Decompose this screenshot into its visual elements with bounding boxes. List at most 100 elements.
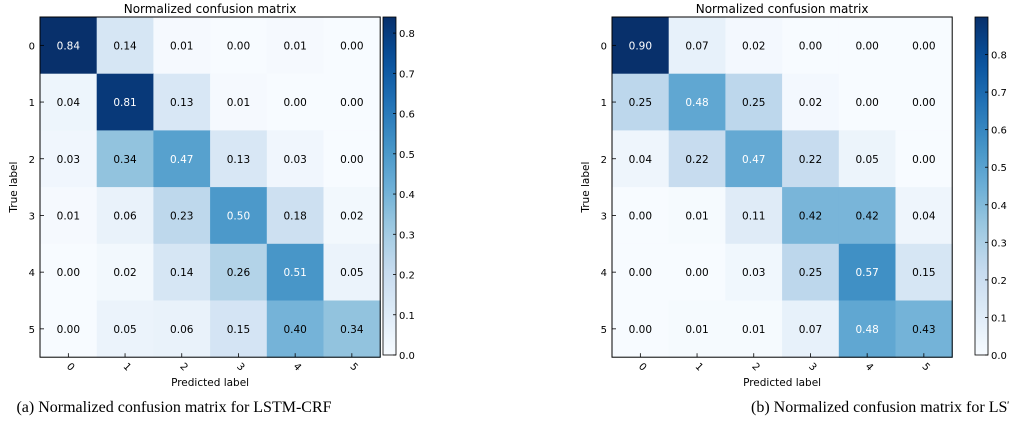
cell-value-label: 0.00 <box>629 324 652 336</box>
colorbar-tick-label: 0.6 <box>399 110 415 121</box>
heatmap-cell <box>96 130 154 188</box>
chart-title: Normalized confusion matrix <box>124 2 297 16</box>
heatmap-cell <box>668 243 726 302</box>
y-tick-label: 2 <box>29 155 35 166</box>
x-tick-label: 0 <box>64 361 76 373</box>
heatmap-cell <box>210 73 268 131</box>
cell-value-label: 0.02 <box>113 267 136 279</box>
heatmap-cell <box>96 73 154 131</box>
cell-value-label: 0.00 <box>912 40 935 52</box>
cell-value-label: 0.00 <box>57 324 80 336</box>
cell-value-label: 0.04 <box>912 210 936 222</box>
heatmap-cell <box>612 300 670 358</box>
y-tick-label: 0 <box>601 41 607 52</box>
heatmap-cell <box>40 17 98 75</box>
heatmap-cell <box>40 243 98 302</box>
cell-value-label: 0.01 <box>685 210 708 222</box>
cell-value-label: 0.04 <box>57 97 81 109</box>
heatmap-cell <box>153 73 211 131</box>
cell-value-label: 0.01 <box>742 324 765 336</box>
heatmap-cell <box>96 300 154 358</box>
cell-value-label: 0.00 <box>227 40 250 52</box>
heatmap-cell <box>323 300 381 358</box>
cell-value-label: 0.25 <box>629 97 652 109</box>
heatmap-cell <box>838 300 897 358</box>
colorbar-tick-label: 0.1 <box>399 311 415 322</box>
heatmap-cell <box>725 73 783 131</box>
heatmap-cell <box>782 243 840 302</box>
heatmap-cell <box>895 17 953 75</box>
heatmap-cell <box>668 187 726 245</box>
heatmap-cell <box>895 243 953 302</box>
heatmap-cell <box>266 300 325 358</box>
cell-value-label: 0.07 <box>685 40 708 52</box>
cell-value-label: 0.03 <box>283 154 306 166</box>
cell-value-label: 0.25 <box>799 267 822 279</box>
colorbar-tick-label: 0.4 <box>399 190 415 201</box>
cell-value-label: 0.18 <box>283 210 306 222</box>
heatmap-cell <box>153 130 211 188</box>
cell-value-label: 0.26 <box>227 267 251 279</box>
cell-value-label: 0.47 <box>170 154 193 166</box>
cell-value-label: 0.00 <box>912 97 935 109</box>
x-tick-label: 1 <box>121 361 133 373</box>
heatmap-cell <box>96 243 154 302</box>
heatmap-cell <box>323 187 381 245</box>
cell-value-label: 0.05 <box>113 324 136 336</box>
heatmap-cell <box>210 130 268 188</box>
y-tick-label: 2 <box>601 155 607 166</box>
cell-value-label: 0.01 <box>283 40 306 52</box>
cell-value-label: 0.00 <box>283 97 306 109</box>
colorbar-tick-label: 0.3 <box>399 230 415 241</box>
plot-frame <box>611 16 953 358</box>
cell-value-label: 0.22 <box>685 154 708 166</box>
cell-value-label: 0.84 <box>57 40 81 52</box>
x-axis-label: Predicted label <box>171 377 249 389</box>
heatmap-cell <box>612 243 670 302</box>
cell-value-label: 0.03 <box>742 267 765 279</box>
heatmap-cell <box>323 243 381 302</box>
heatmap-cell <box>40 130 98 188</box>
cell-value-label: 0.34 <box>340 324 364 336</box>
heatmap-cell <box>838 187 897 245</box>
heatmap-cell <box>40 300 98 358</box>
heatmap-cell <box>210 243 268 302</box>
cell-value-label: 0.25 <box>742 97 765 109</box>
cell-value-label: 0.22 <box>799 154 822 166</box>
x-tick-label: 0 <box>636 361 648 373</box>
cell-value-label: 0.06 <box>113 210 137 222</box>
cell-value-label: 0.40 <box>283 324 306 336</box>
cell-value-label: 0.13 <box>227 154 250 166</box>
y-tick-label: 4 <box>29 268 35 279</box>
x-axis-label: Predicted label <box>743 377 821 389</box>
x-tick-label: 5 <box>347 361 359 373</box>
colorbar-tick-label: 0.0 <box>399 351 415 362</box>
cell-value-label: 0.02 <box>742 40 765 52</box>
heatmap-cell <box>838 130 897 188</box>
cell-value-label: 0.00 <box>855 97 878 109</box>
heatmap-cell <box>210 187 268 245</box>
y-tick-label: 3 <box>601 211 607 222</box>
cell-value-label: 0.00 <box>855 40 878 52</box>
y-tick-label: 3 <box>29 211 35 222</box>
heatmap-cell <box>725 17 783 75</box>
y-axis-label: True label <box>8 162 20 214</box>
heatmap-cell <box>725 300 783 358</box>
colorbar-tick-label: 0.7 <box>399 69 415 80</box>
x-tick-label: 2 <box>177 361 189 373</box>
heatmap-cell <box>838 17 897 75</box>
figure-caption: (a) Normalized confusion matrix for LSTM… <box>16 399 331 416</box>
cell-value-label: 0.43 <box>912 324 935 336</box>
colorbar-tick-label: 0.7 <box>991 88 1007 99</box>
heatmap-cell <box>153 187 211 245</box>
x-tick-label: 2 <box>749 361 761 373</box>
cell-value-label: 0.00 <box>340 154 363 166</box>
cell-value-label: 0.48 <box>685 97 708 109</box>
cell-value-label: 0.50 <box>227 210 250 222</box>
y-tick-label: 1 <box>601 98 607 109</box>
heatmap-cell <box>612 130 670 188</box>
cell-value-label: 0.01 <box>685 324 708 336</box>
colorbar-tick-label: 0.3 <box>991 238 1007 249</box>
heatmap-cell <box>153 17 211 75</box>
